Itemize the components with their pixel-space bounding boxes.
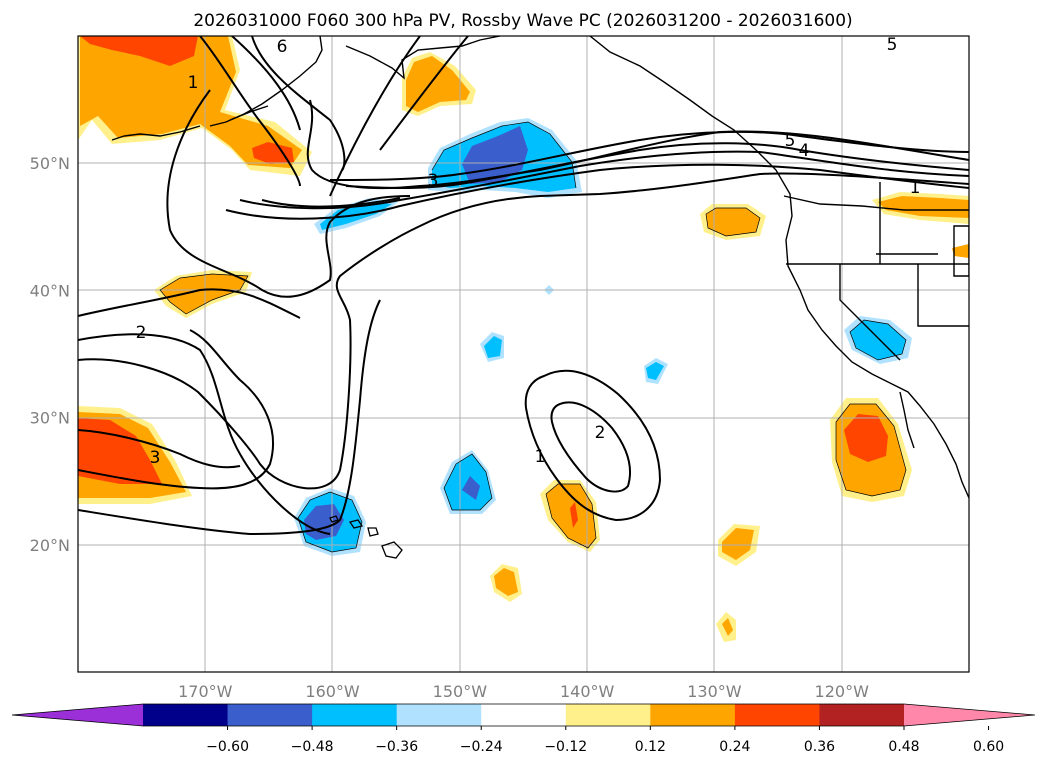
anomaly-positive [160,274,248,314]
colorbar-extend-max [904,704,1035,726]
colorbar [11,703,1036,727]
colorbar-tick-label: −0.60 [206,739,249,755]
colorbar-segment [734,704,820,726]
longitude-label: 160°W [305,682,360,701]
colorbar-extend-min [12,704,143,726]
map-frame [77,35,970,673]
latitude-label: 30°N [30,409,70,428]
anomaly-negative [646,362,664,380]
anomaly-strong-positive [80,36,198,66]
latitude-label: 20°N [30,536,70,555]
contour-label: 1 [188,73,199,93]
longitude-label: 140°W [560,682,615,701]
colorbar-segment [227,704,313,726]
colorbar-labels: −0.60 −0.48 −0.36 −0.24 −0.12 0.12 0.24 0.36 0.4… [206,726,1004,755]
anomaly-positive [878,196,969,218]
anomaly-positive [722,618,733,636]
colorbar-tick-label: −0.12 [544,739,587,755]
latitude-labels: 50°N 40°N 30°N 20°N [30,154,70,555]
contour-labels: 6 1 5 5 4 1 3 2 3 2 1 [136,35,921,468]
longitude-label: 120°W [815,682,870,701]
colorbar-tick-label: −0.36 [375,739,418,755]
anomaly-strong-positive [570,502,578,528]
hawaii-islands [329,515,403,559]
colorbar-outline [11,703,1036,727]
anomaly-positive [722,528,754,560]
anomaly-strong-negative [304,504,344,540]
anomaly-positive [494,568,518,596]
pv-contours [78,36,969,536]
anomaly-strong-negative [462,126,528,184]
colorbar-tick-label: 0.60 [973,739,1004,755]
colorbar-tick-label: 0.48 [888,739,919,755]
colorbar-segment [143,704,229,726]
anomaly-strong-positive [844,414,888,462]
contour-label: 3 [428,171,439,191]
longitude-label: 130°W [687,682,742,701]
colorbar-segment [565,704,651,726]
anomaly-strong-positive [78,418,162,484]
coastlines [111,36,969,499]
contour-label: 2 [136,323,147,343]
colorbar-segment [481,704,567,726]
contour-label: 5 [785,131,796,151]
longitude-label: 150°W [433,682,488,701]
anomaly-positive [546,484,596,548]
colorbar-segment [819,704,905,726]
anomaly-positive [952,244,969,258]
pv-thin-contours [159,121,907,553]
colorbar-segment [312,704,398,726]
contour-label: 1 [535,447,546,467]
contour-label: 6 [277,37,288,57]
colorbar-tick-label: 0.24 [719,739,750,755]
chart-title: 2026031000 F060 300 hPa PV, Rossby Wave … [193,11,852,31]
colorbar-tick-label: −0.24 [460,739,503,755]
latitude-label: 50°N [30,154,70,173]
anomaly-strong-negative [462,476,480,500]
contour-label: 1 [910,178,921,198]
contour-label: 2 [595,423,606,443]
map-panel: 6 1 5 5 4 1 3 2 3 2 1 [78,35,969,672]
colorbar-tick-label: 0.12 [635,739,666,755]
colorbar-segment [650,704,736,726]
contour-label: 5 [887,35,898,55]
contour-label: 4 [799,141,810,161]
anomaly-positive [706,208,760,236]
longitude-label: 170°W [178,682,233,701]
colorbar-tick-label: 0.36 [804,739,835,755]
anomaly-positive [406,56,470,112]
colorbar-tick-label: −0.48 [291,739,334,755]
anomaly-negative [850,320,906,360]
latitude-label: 40°N [30,281,70,300]
anomaly-negative [484,336,502,358]
contour-label: 3 [150,448,161,468]
longitude-labels: 170°W 160°W 150°W 140°W 130°W 120°W [178,682,869,701]
anomaly-strong-positive [252,142,294,164]
colorbar-segment [396,704,482,726]
